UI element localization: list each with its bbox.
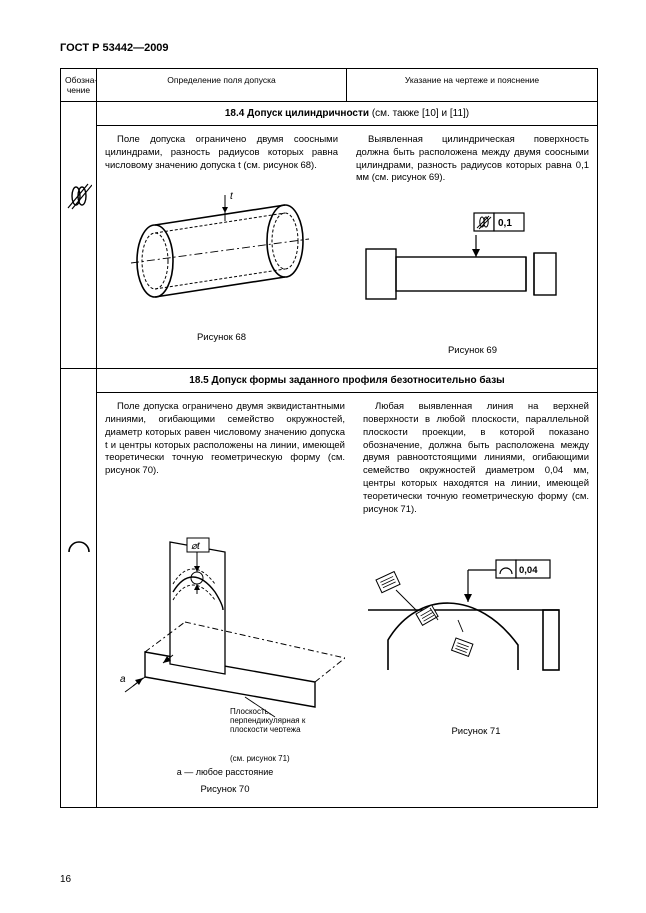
figure-69: 0,1	[356, 189, 589, 339]
t-label: t	[230, 191, 234, 202]
right-text-18-4: Выявленная цилиндрическая поверхность до…	[356, 134, 589, 185]
left-text-18-4: Поле допуска ограничено двумя соосными ц…	[105, 134, 338, 172]
section-content-18-4: Поле допуска ограничено двумя соосными ц…	[97, 126, 598, 369]
figure-71: 0,04	[363, 520, 589, 720]
section-title-rest: (см. также [10] и [11])	[369, 108, 469, 119]
col-header-definition: Определение поля допуска	[97, 69, 347, 102]
figure-69-caption: Рисунок 69	[356, 345, 589, 358]
section-title-18-5: 18.5 Допуск формы заданного профиля безо…	[97, 369, 598, 393]
figure-68-caption: Рисунок 68	[105, 332, 338, 345]
plane-label-line2: перпендикулярная к	[230, 716, 306, 725]
section-title-18-4: 18.4 Допуск цилиндричности (см. также [1…	[97, 102, 598, 126]
profile-line-icon	[67, 539, 91, 555]
symbol-cell-profile	[61, 369, 97, 808]
col-header-symbol: Обозна- чение	[61, 69, 97, 102]
section-title-bold-18-5: 18.5 Допуск формы заданного профиля безо…	[189, 375, 504, 386]
a-label: a	[120, 674, 126, 685]
right-column-18-4: Выявленная цилиндрическая поверхность до…	[356, 134, 589, 358]
callout-69-value: 0,1	[498, 218, 512, 229]
plane-label-line3: плоскости чертежа	[230, 725, 301, 732]
document-standard-header: ГОСТ Р 53442—2009	[60, 42, 598, 54]
left-column-18-5: Поле допуска ограничено двумя эквидистан…	[105, 401, 345, 797]
col-header-drawing: Указание на чертеже и пояснение	[347, 69, 598, 102]
figure-70-caption: Рисунок 70	[105, 784, 345, 797]
diameter-t-label: ⌀t	[191, 541, 201, 552]
page-number: 16	[60, 874, 71, 885]
section-title-bold: 18.4 Допуск цилиндричности	[225, 108, 369, 119]
tolerance-table: Обозна- чение Определение поля допуска У…	[60, 68, 598, 808]
plane-note-l4: (см. рисунок 71)	[230, 755, 290, 764]
figure-70: ⌀t a	[105, 482, 345, 762]
left-column-18-4: Поле допуска ограничено двумя соосными ц…	[105, 134, 338, 358]
right-text-18-5: Любая выявленная линия на верхней поверх…	[363, 401, 589, 516]
callout-71-value: 0,04	[519, 565, 538, 576]
plane-note-block: (см. рисунок 71)	[230, 755, 290, 764]
symbol-cell-cylindricity	[61, 102, 97, 369]
figure-71-caption: Рисунок 71	[363, 726, 589, 739]
plane-label-line1: Плоскость,	[230, 707, 271, 716]
figure-68: t	[105, 176, 338, 326]
cylindricity-icon	[66, 182, 92, 210]
left-text-18-5: Поле допуска ограничено двумя эквидистан…	[105, 401, 345, 478]
section-content-18-5: Поле допуска ограничено двумя эквидистан…	[97, 393, 598, 808]
right-column-18-5: Любая выявленная линия на верхней поверх…	[363, 401, 589, 797]
figure-70-note: a — любое расстояние	[105, 766, 345, 778]
